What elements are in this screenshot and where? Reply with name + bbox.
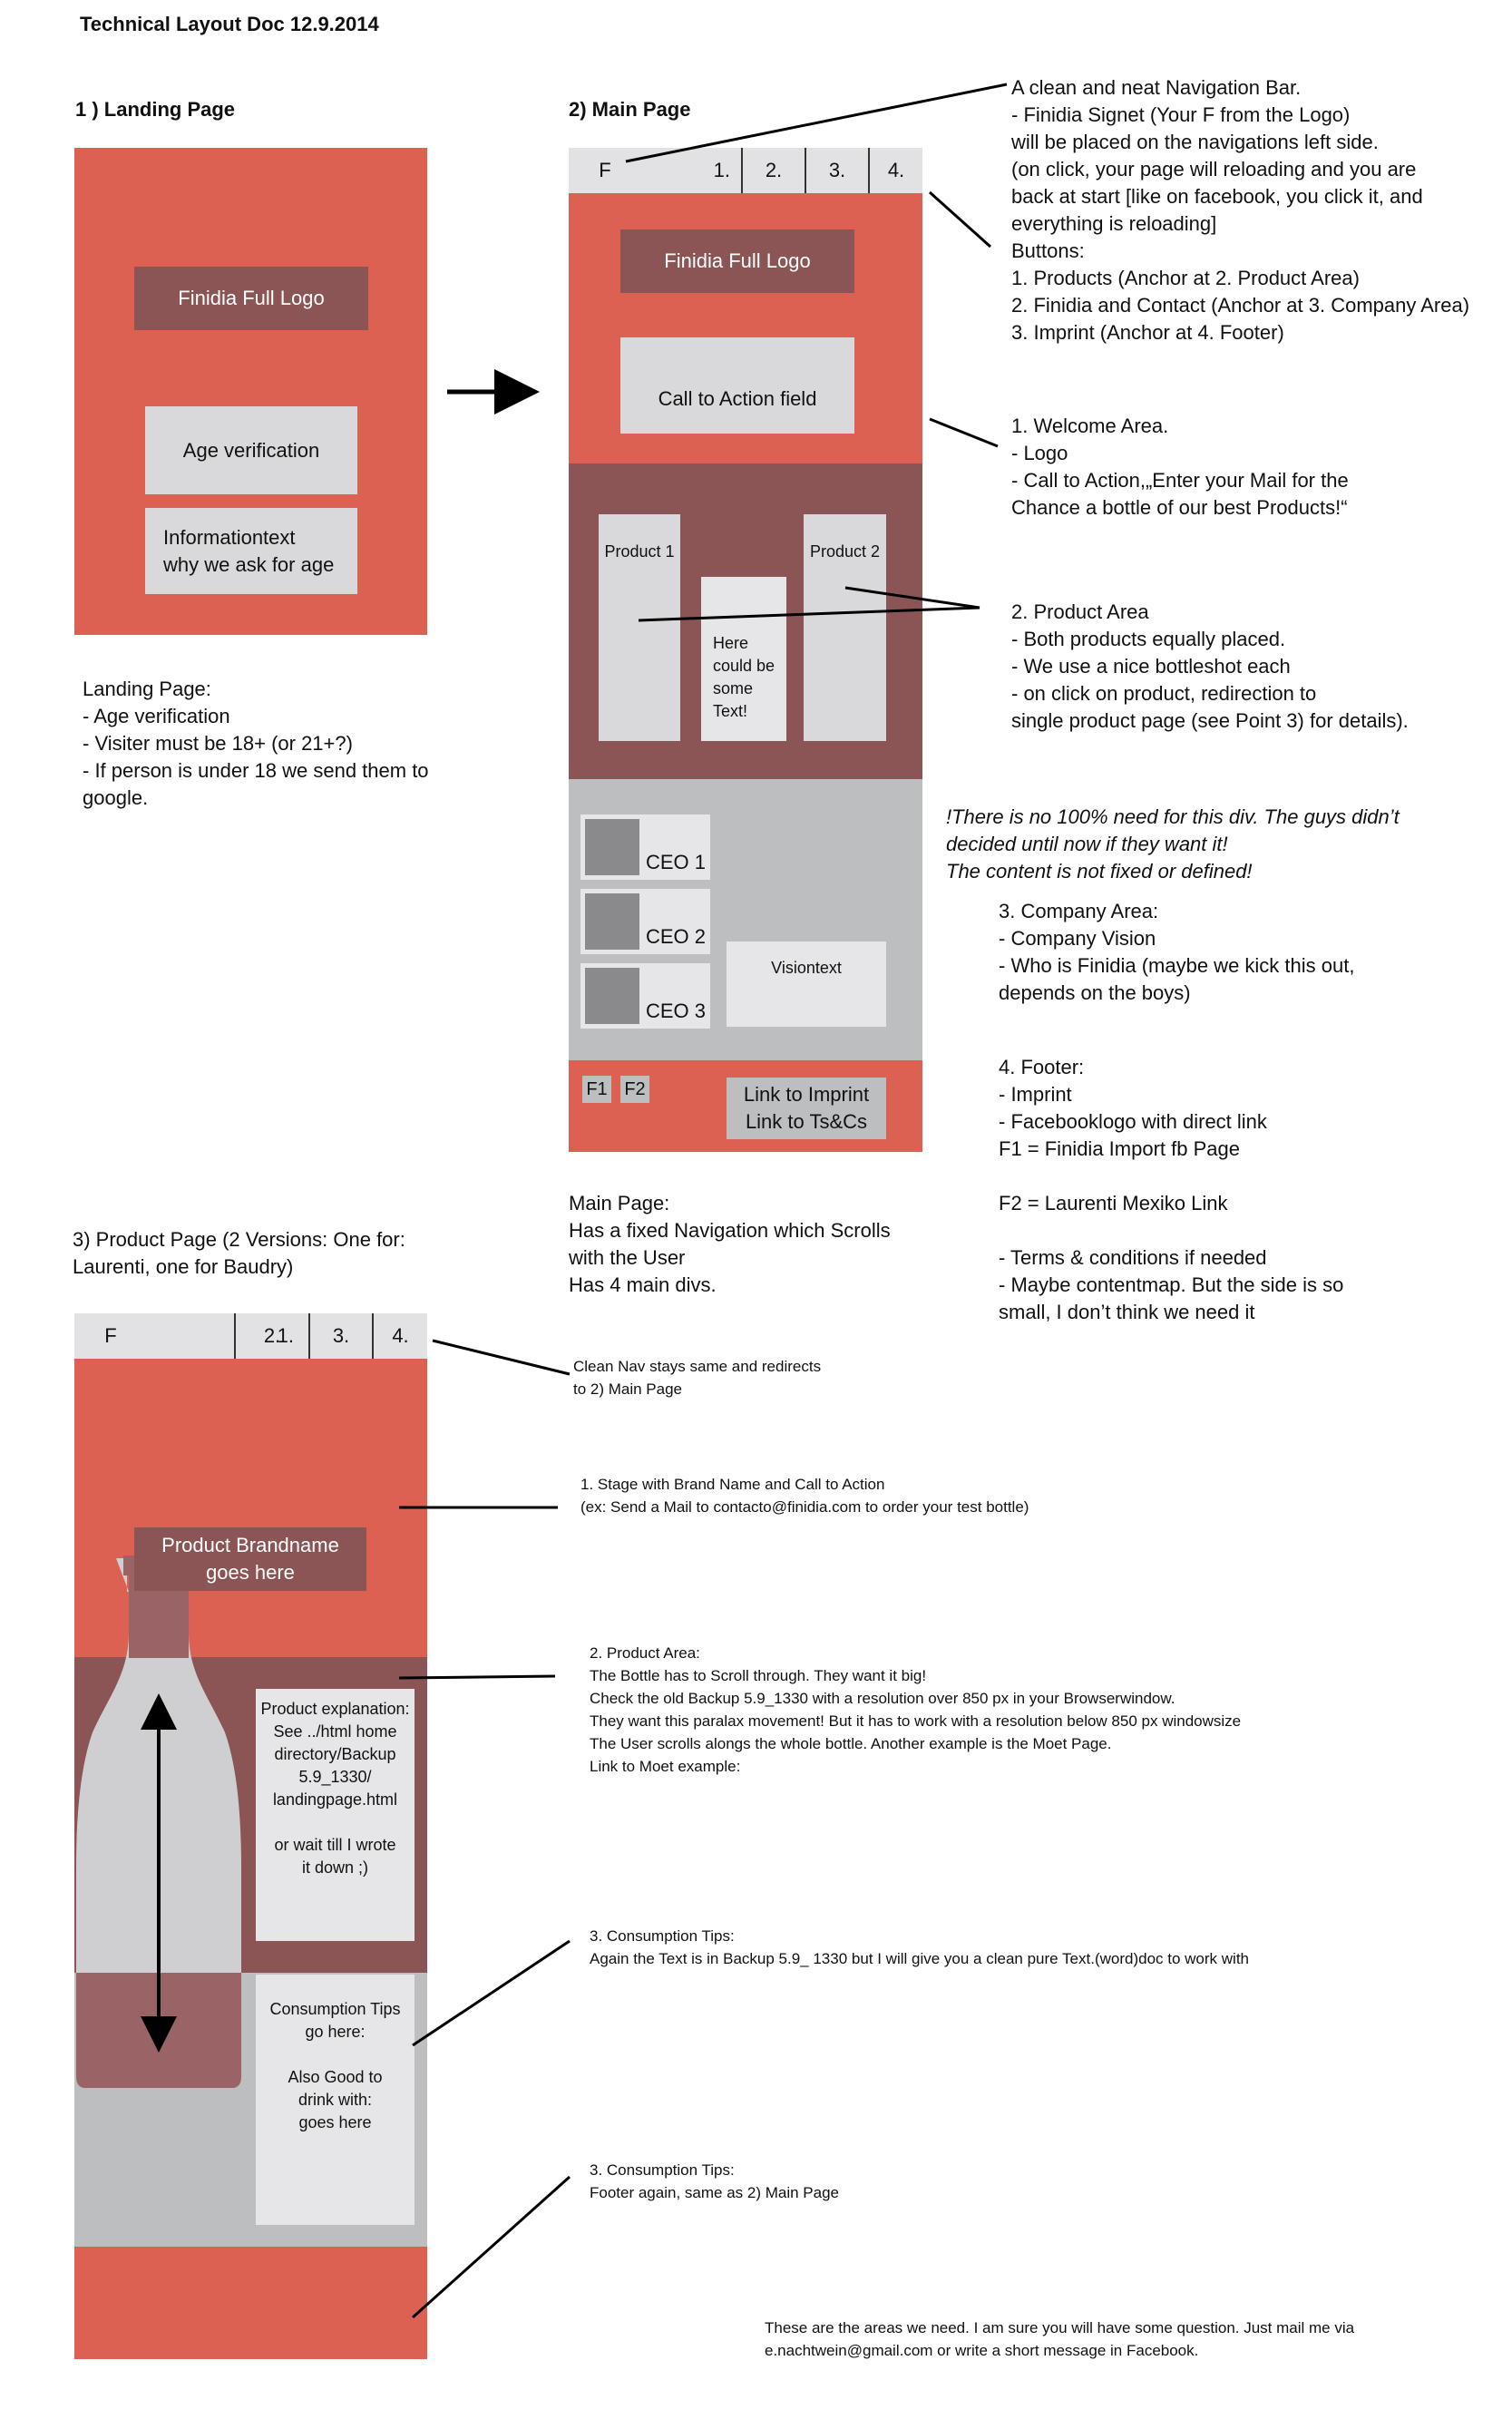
pointer-nav-bar	[928, 190, 992, 249]
main-footer-f2: F2	[620, 1076, 649, 1103]
main-description: Main Page: Has a fixed Navigation which …	[569, 1192, 891, 1296]
pointer-clean-nav	[432, 1339, 571, 1376]
note-clean-nav: Clean Nav stays same and redirects to 2)…	[573, 1358, 822, 1398]
product-page-heading: 3) Product Page (2 Versions: One for: La…	[73, 1228, 405, 1278]
main-nav-1: 1.	[713, 159, 730, 181]
main-logo: Finidia Full Logo	[620, 229, 854, 293]
main-nav-3: 3.	[805, 148, 868, 193]
main-cta-field: Call to Action field	[620, 337, 854, 434]
note-consumption-tips: 3. Consumption Tips: Again the Text is i…	[590, 1927, 1249, 1967]
main-nav-4: 4.	[868, 148, 922, 193]
product-nav-bar: F 1. 2. 3. 4.	[74, 1313, 427, 1359]
product-brandname: Product Brandname goes here	[134, 1527, 366, 1591]
note-footer: 4. Footer: - Imprint - Facebooklogo with…	[999, 1056, 1344, 1323]
product-explanation: Product explanation: See ../html home di…	[256, 1689, 415, 1941]
product-nav-3: 3.	[308, 1313, 372, 1359]
main-footer-f1: F1	[582, 1076, 611, 1103]
ceo-2-label: CEO 2	[646, 925, 707, 948]
main-vision-text: Visiontext	[727, 941, 886, 1027]
note-welcome: 1. Welcome Area. - Logo - Call to Action…	[1011, 415, 1349, 519]
product-nav-2: 2.	[234, 1313, 308, 1359]
main-product-middle-text: Here could be some Text!	[701, 577, 786, 741]
note-product-area-pp: 2. Product Area: The Bottle has to Scrol…	[590, 1644, 1242, 1775]
note-stage: 1. Stage with Brand Name and Call to Act…	[580, 1476, 1029, 1516]
landing-heading: 1 ) Landing Page	[75, 98, 236, 121]
main-nav-f: F	[599, 159, 611, 181]
main-ceo-3: CEO 3	[580, 963, 710, 1029]
main-product-2: Product 2	[804, 514, 886, 741]
note-disclaimer: !There is no 100% need for this div. The…	[946, 805, 1400, 883]
product-nav-4: 4.	[372, 1313, 427, 1359]
main-nav-bar: F 1. 2. 3. 4.	[569, 148, 922, 193]
main-ceo-1: CEO 1	[580, 814, 710, 880]
note-company: 3. Company Area: - Company Vision - Who …	[999, 900, 1355, 1004]
ceo-1-label: CEO 1	[646, 851, 707, 873]
product-stage-area	[74, 1358, 427, 1657]
pointer-footer	[411, 2175, 571, 2319]
note-footer-pp: 3. Consumption Tips: Footer again, same …	[590, 2161, 839, 2201]
closing-note: These are the areas we need. I am sure y…	[765, 2319, 1355, 2359]
product-footer-area	[74, 2247, 427, 2359]
ceo-1-avatar	[585, 819, 639, 875]
landing-logo: Finidia Full Logo	[134, 267, 368, 330]
ceo-2-avatar	[585, 893, 639, 950]
landing-info-text: Informationtext why we ask for age	[145, 508, 357, 594]
pointer-tips	[412, 1939, 571, 2047]
main-product-1: Product 1	[599, 514, 680, 741]
landing-age-verification: Age verification	[145, 406, 357, 494]
main-nav-2: 2.	[741, 148, 805, 193]
product-nav-f: F	[104, 1324, 117, 1347]
ceo-3-label: CEO 3	[646, 1000, 707, 1022]
product-consumption-tips: Consumption Tips go here: Also Good to d…	[256, 1975, 415, 2225]
pointer-welcome	[929, 417, 999, 448]
main-footer-imprint-link: Link to Imprint Link to Ts&Cs	[727, 1078, 886, 1139]
note-nav-bar: A clean and neat Navigation Bar. - Finid…	[1011, 76, 1470, 344]
product-nav-1: 1.	[277, 1324, 294, 1347]
note-product-area: 2. Product Area - Both products equally …	[1011, 600, 1409, 732]
main-ceo-2: CEO 2	[580, 889, 710, 954]
doc-title: Technical Layout Doc 12.9.2014	[80, 13, 379, 35]
main-heading: 2) Main Page	[569, 98, 691, 121]
ceo-3-avatar	[585, 968, 639, 1024]
landing-description: Landing Page: - Age verification - Visit…	[83, 678, 429, 809]
